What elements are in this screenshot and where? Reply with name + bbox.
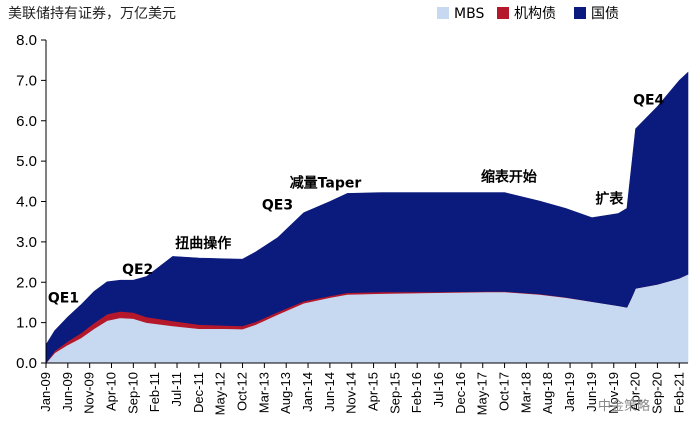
x-tick-label: Nov-09 xyxy=(82,372,97,414)
y-tick-label: 1.0 xyxy=(16,315,37,332)
x-tick-label: Dec-16 xyxy=(453,372,468,414)
watermark: 中金策略 xyxy=(598,398,650,414)
annotation-label: 扩表 xyxy=(595,191,624,208)
x-tick-label: Sep-15 xyxy=(387,372,402,414)
y-tick-label: 8.0 xyxy=(16,32,37,49)
x-tick-label: Nov-19 xyxy=(606,372,621,414)
x-tick-label: May-17 xyxy=(475,372,490,415)
x-tick-label: May-12 xyxy=(213,372,228,415)
y-axis: 0.0 1.0 2.0 3.0 4.0 5.0 6.0 7.0 8.0 xyxy=(16,32,47,372)
annotation-label: 减量Taper xyxy=(290,174,362,191)
y-tick-label: 3.0 xyxy=(16,234,37,251)
x-tick-label: Jun-14 xyxy=(322,372,337,412)
y-tick-label: 0.0 xyxy=(16,355,37,372)
x-tick-label: Jun-09 xyxy=(60,372,75,412)
x-tick-label: Dec-11 xyxy=(191,372,206,413)
annotation-label: QE2 xyxy=(122,262,153,278)
y-tick-label: 4.0 xyxy=(16,194,37,211)
chart-title: 美联储持有证券，万亿美元 xyxy=(8,6,176,22)
legend: MBS 机构债 国债 xyxy=(437,6,619,22)
x-tick-label: Apr-20 xyxy=(628,372,643,411)
annotation-label: QE1 xyxy=(48,290,79,306)
x-tick-label: Jul-11 xyxy=(169,372,184,406)
annotation-label: QE4 xyxy=(633,93,664,109)
x-tick-label: Sep-10 xyxy=(125,372,140,414)
x-tick-label: Mar-18 xyxy=(518,372,533,413)
annotation-label: 缩表开始 xyxy=(481,168,537,185)
legend-swatch xyxy=(437,7,449,19)
annotation-label: 扭曲操作 xyxy=(175,235,231,252)
x-tick-label: Apr-10 xyxy=(104,372,119,411)
x-axis: Jan-09 Jun-09 Nov-09 Apr-10 Sep-10 Feb-11 Jul-… xyxy=(38,362,688,415)
x-tick-label: Aug-13 xyxy=(278,372,293,414)
x-tick-label: Jan-19 xyxy=(562,372,577,412)
y-tick-label: 7.0 xyxy=(16,72,37,89)
y-tick-label: 5.0 xyxy=(16,153,37,170)
x-tick-label: Feb-16 xyxy=(409,372,424,413)
x-tick-label: Oct-12 xyxy=(235,372,250,411)
y-tick-label: 2.0 xyxy=(16,274,37,291)
x-tick-label: Sep-20 xyxy=(649,372,664,414)
x-tick-label: Oct-17 xyxy=(497,372,512,411)
x-tick-label: Feb-11 xyxy=(147,372,162,412)
y-tick-label: 6.0 xyxy=(16,113,37,130)
x-tick-label: Jan-09 xyxy=(38,372,53,412)
plot-series xyxy=(45,71,689,364)
legend-label: 机构债 xyxy=(514,6,556,22)
x-tick-label: Mar-13 xyxy=(256,372,271,413)
x-tick-label: Feb-21 xyxy=(671,372,686,413)
legend-label: 国债 xyxy=(591,6,619,22)
x-tick-label: Jul-16 xyxy=(431,372,446,407)
x-tick-label: Nov-14 xyxy=(344,372,359,414)
annotation-label: QE3 xyxy=(262,198,293,214)
legend-swatch xyxy=(497,7,509,19)
series-area-2 xyxy=(45,71,689,364)
legend-swatch xyxy=(574,7,586,19)
x-tick-label: Jan-14 xyxy=(300,372,315,412)
legend-label: MBS xyxy=(454,6,484,22)
x-tick-label: Apr-15 xyxy=(366,372,381,411)
x-tick-label: Aug-18 xyxy=(540,372,555,414)
x-tick-label: Jun-19 xyxy=(584,372,599,412)
